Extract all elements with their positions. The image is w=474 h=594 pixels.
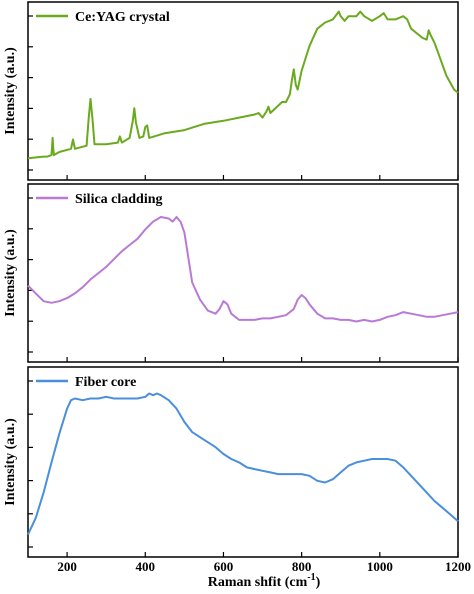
x-tick-label: 1200	[445, 559, 471, 574]
x-tick-label: 1000	[367, 559, 393, 574]
plot-frame-3	[27, 366, 459, 558]
plot-frame-1	[27, 1, 459, 181]
plot-frame-2	[27, 183, 459, 363]
y-axis-label-3: Intensity (a.u.)	[3, 418, 18, 506]
x-axis-label: Raman shfit (cm-1)	[208, 572, 321, 590]
x-tick-label: 800	[292, 559, 312, 574]
x-tick-label: 200	[57, 559, 77, 574]
y-axis-label-2: Intensity (a.u.)	[3, 229, 18, 317]
series-line-1	[27, 10, 459, 160]
legend-label-3: Fiber core	[75, 375, 136, 390]
series-line-2	[27, 216, 459, 323]
legend-label-1: Ce:YAG crystal	[75, 10, 170, 25]
x-tick-label: 400	[136, 559, 156, 574]
x-tick-label: 600	[214, 559, 234, 574]
legend-label-2: Silica cladding	[75, 192, 163, 207]
y-axis-label-1: Intensity (a.u.)	[3, 47, 18, 135]
series-line-3	[27, 392, 459, 536]
